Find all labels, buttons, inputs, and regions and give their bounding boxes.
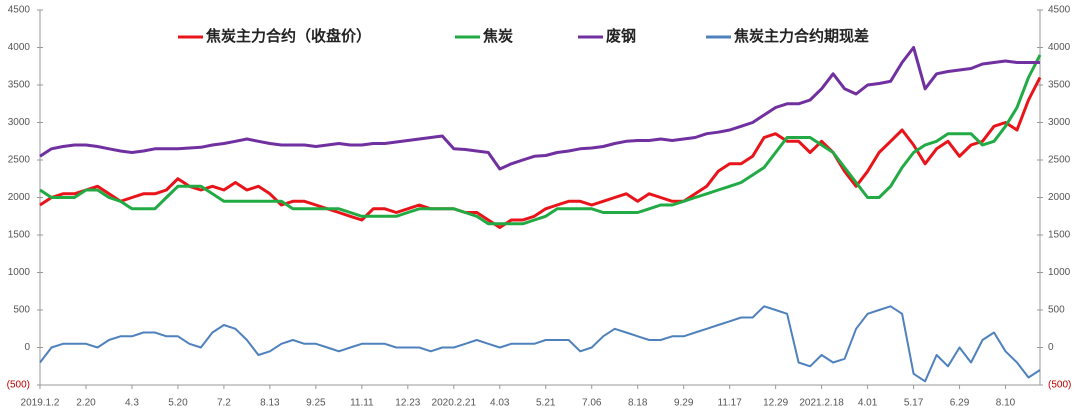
y-tick-label: 2000	[8, 192, 31, 203]
x-tick-label: 5.21	[536, 398, 556, 409]
y-tick-label: (500)	[7, 380, 30, 391]
y2-tick-label: (500)	[1048, 380, 1071, 391]
x-tick-label: 5.20	[168, 398, 188, 409]
legend-label: 废钢	[606, 27, 636, 45]
y-tick-label: 3000	[8, 117, 31, 128]
x-tick-label: 11.17	[718, 398, 743, 409]
y2-tick-label: 1000	[1048, 267, 1071, 278]
x-tick-label: 2020.2.21	[432, 398, 477, 409]
y-tick-label: 4500	[8, 5, 31, 16]
x-tick-label: 12.29	[763, 398, 788, 409]
x-tick-label: 4.01	[858, 398, 878, 409]
x-tick-label: 8.13	[260, 398, 280, 409]
x-tick-label: 11.11	[350, 398, 374, 409]
y-tick-label: 1500	[8, 230, 31, 241]
y2-tick-label: 3000	[1048, 117, 1071, 128]
y-tick-label: 0	[24, 342, 30, 353]
x-tick-label: 5.17	[904, 398, 924, 409]
y2-tick-label: 2000	[1048, 192, 1071, 203]
y-tick-label: 1000	[8, 267, 31, 278]
y2-tick-label: 500	[1048, 305, 1065, 316]
series-line	[39, 46, 1040, 171]
y-tick-label: 500	[13, 305, 30, 316]
y2-tick-label: 4500	[1048, 5, 1071, 16]
x-tick-label: 4.03	[490, 398, 510, 409]
y2-tick-label: 0	[1048, 342, 1054, 353]
x-tick-label: 2021.2.18	[799, 398, 844, 409]
x-tick-label: 7.06	[582, 398, 602, 409]
x-tick-label: 8.10	[996, 398, 1016, 409]
y-tick-label: 4000	[8, 42, 31, 53]
x-tick-label: 2.20	[76, 398, 96, 409]
x-tick-label: 12.23	[395, 398, 420, 409]
y-tick-label: 2500	[8, 155, 31, 166]
x-tick-label: 9.29	[674, 398, 694, 409]
legend-label: 焦炭主力合约（收盘价）	[205, 27, 371, 45]
series-line	[39, 54, 1042, 226]
y-tick-label: 3500	[8, 80, 31, 91]
legend-label: 焦炭主力合约期现差	[733, 27, 869, 45]
x-tick-label: 9.25	[306, 398, 326, 409]
x-tick-label: 4.3	[125, 398, 139, 409]
y2-tick-label: 3500	[1048, 80, 1071, 91]
x-tick-label: 7.2	[217, 398, 231, 409]
x-tick-label: 2019.1.2	[21, 398, 60, 409]
series-line	[39, 305, 1041, 383]
y2-tick-label: 2500	[1048, 155, 1071, 166]
x-tick-label: 8.18	[628, 398, 648, 409]
y2-tick-label: 4000	[1048, 42, 1071, 53]
y2-tick-label: 1500	[1048, 230, 1071, 241]
series-line	[39, 76, 1042, 229]
x-tick-label: 6.29	[950, 398, 970, 409]
legend-label: 焦炭	[482, 27, 513, 45]
